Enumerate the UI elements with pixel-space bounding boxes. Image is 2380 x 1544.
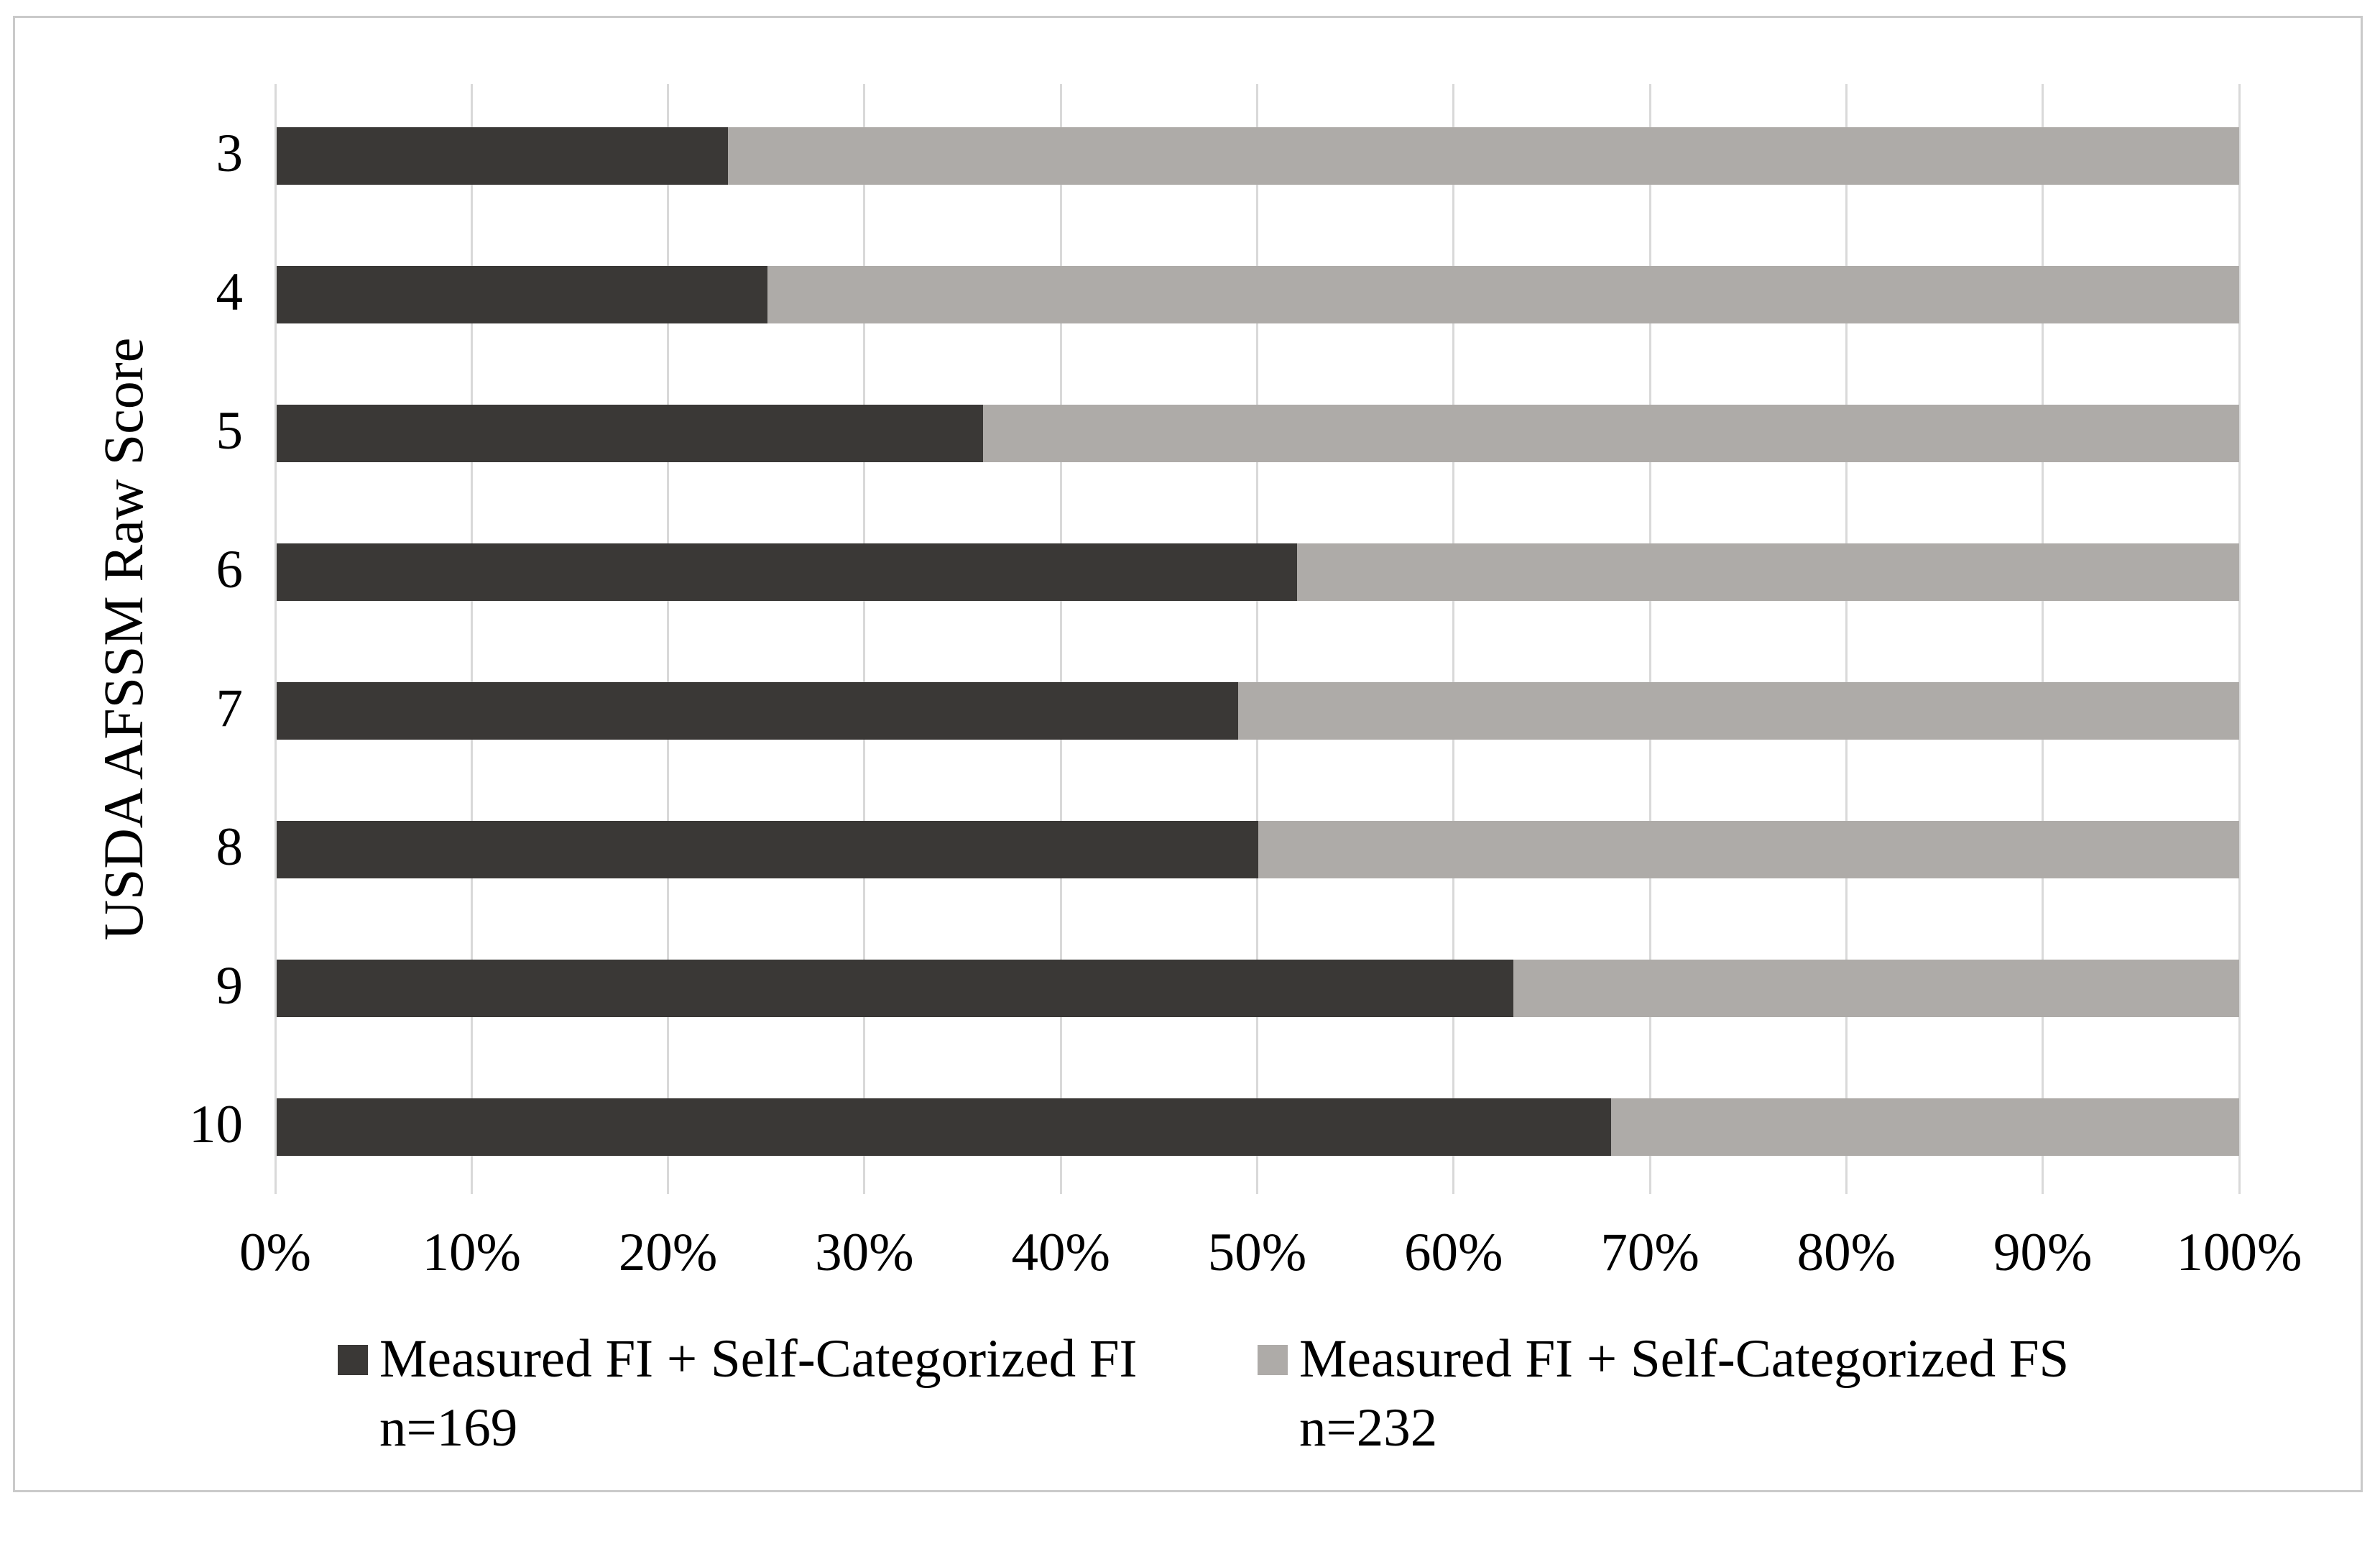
bar-row-score-9 — [277, 960, 2239, 1017]
y-tick-label-10: 10 — [189, 1094, 243, 1154]
x-tick-label-50%: 50% — [1207, 1223, 1307, 1282]
gridline-100% — [2238, 84, 2241, 1194]
x-tick-label-30%: 30% — [815, 1223, 914, 1282]
x-tick-label-90%: 90% — [1993, 1223, 2093, 1282]
legend-label-fi: Measured FI + Self-Categorized FI — [379, 1329, 1138, 1389]
bar-segment-fs-score-4 — [767, 266, 2239, 323]
legend-label-fs: Measured FI + Self-Categorized FS — [1299, 1329, 2070, 1389]
bar-row-score-4 — [277, 266, 2239, 323]
bar-row-score-5 — [277, 405, 2239, 462]
bar-segment-fs-score-8 — [1258, 821, 2239, 878]
bar-segment-fs-score-10 — [1611, 1098, 2239, 1156]
bar-row-score-3 — [277, 127, 2239, 185]
legend-entry-fs: Measured FI + Self-Categorized FS n=232 — [1299, 1325, 2069, 1463]
x-tick-label-10%: 10% — [422, 1223, 522, 1282]
gridline-60% — [1452, 84, 1455, 1194]
x-tick-label-70%: 70% — [1600, 1223, 1699, 1282]
bar-segment-fi-score-10 — [277, 1098, 1612, 1156]
x-tick-label-0%: 0% — [239, 1223, 311, 1282]
bar-row-score-8 — [277, 821, 2239, 878]
bar-row-score-6 — [277, 543, 2239, 601]
bar-segment-fs-score-5 — [983, 405, 2239, 462]
gridline-80% — [1845, 84, 1848, 1194]
bar-segment-fi-score-8 — [277, 821, 1258, 878]
bar-segment-fs-score-7 — [1238, 682, 2239, 740]
y-tick-label-6: 6 — [216, 539, 244, 599]
gridline-20% — [667, 84, 670, 1194]
bar-segment-fi-score-7 — [277, 682, 1239, 740]
x-tick-label-40%: 40% — [1011, 1223, 1110, 1282]
gridline-30% — [863, 84, 866, 1194]
gridline-10% — [470, 84, 473, 1194]
gridline-70% — [1648, 84, 1651, 1194]
y-tick-label-8: 8 — [216, 817, 244, 877]
bar-row-score-10 — [277, 1098, 2239, 1156]
page-border — [13, 16, 2363, 1492]
x-tick-label-80%: 80% — [1796, 1223, 1896, 1282]
y-tick-label-5: 5 — [216, 400, 244, 461]
legend-count-fi: n=169 — [379, 1398, 518, 1458]
y-axis-title: USDA AFSSM Raw Score — [92, 337, 154, 941]
y-tick-label-4: 4 — [216, 262, 244, 322]
x-tick-label-60%: 60% — [1404, 1223, 1503, 1282]
legend-entry-fi: Measured FI + Self-Categorized FI n=169 — [379, 1325, 1138, 1463]
bar-segment-fs-score-9 — [1513, 960, 2239, 1017]
y-tick-label-7: 7 — [216, 678, 244, 738]
x-tick-label-100%: 100% — [2176, 1223, 2302, 1282]
legend-swatch-fi — [338, 1345, 368, 1375]
legend-swatch-fs — [1258, 1345, 1288, 1375]
gridline-0% — [274, 84, 277, 1194]
gridline-90% — [2042, 84, 2044, 1194]
bar-segment-fi-score-9 — [277, 960, 1513, 1017]
y-tick-label-3: 3 — [216, 123, 244, 183]
bar-row-score-7 — [277, 682, 2239, 740]
bar-segment-fi-score-4 — [277, 266, 767, 323]
bar-segment-fi-score-6 — [277, 543, 1298, 601]
gridline-50% — [1256, 84, 1258, 1194]
x-tick-label-20%: 20% — [618, 1223, 718, 1282]
gridline-40% — [1059, 84, 1062, 1194]
bar-segment-fs-score-3 — [728, 127, 2239, 185]
bar-segment-fi-score-3 — [277, 127, 729, 185]
bar-segment-fi-score-5 — [277, 405, 984, 462]
legend-count-fs: n=232 — [1299, 1398, 1438, 1458]
bar-segment-fs-score-6 — [1297, 543, 2239, 601]
y-tick-label-9: 9 — [216, 955, 244, 1016]
